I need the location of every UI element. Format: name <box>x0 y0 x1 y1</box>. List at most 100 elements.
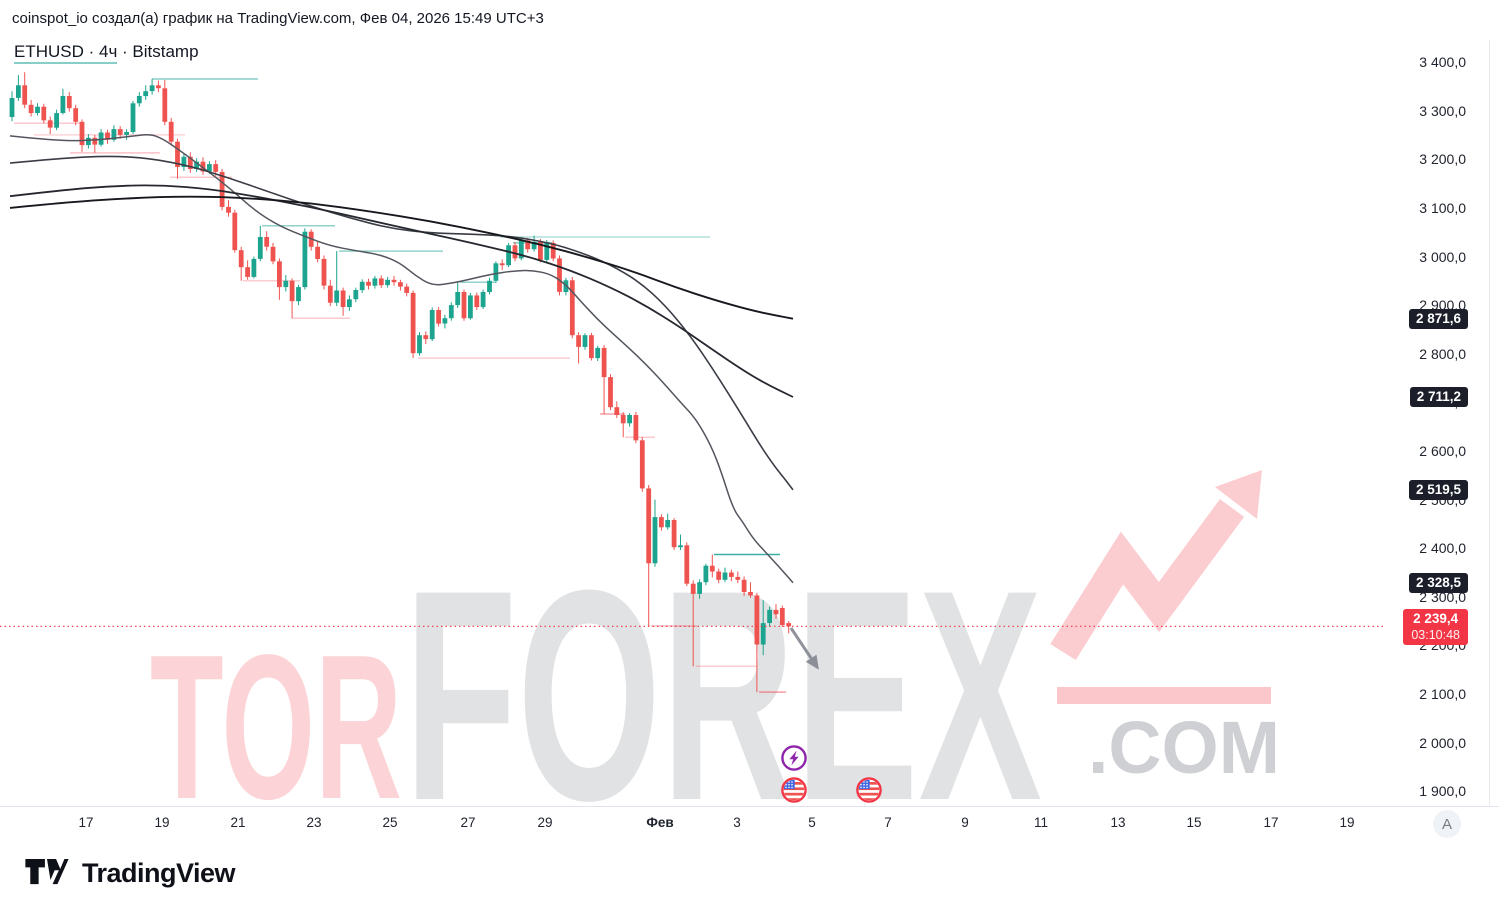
candle-body <box>79 121 85 146</box>
us-economic-event-icon[interactable] <box>779 775 809 805</box>
candle-body <box>518 240 524 259</box>
candle-body <box>359 281 365 291</box>
candle-body <box>468 295 473 319</box>
candle-body <box>73 108 79 122</box>
candle-body <box>474 295 480 308</box>
candle-body <box>703 565 709 583</box>
candle-body <box>35 106 40 113</box>
candle-body <box>334 290 340 303</box>
candle-body <box>461 292 467 319</box>
tradingview-logo[interactable]: TradingView <box>24 856 236 890</box>
projection-arrowhead <box>805 654 819 670</box>
candle-body <box>391 279 397 283</box>
candle-body <box>735 576 741 580</box>
candle-body <box>105 132 110 140</box>
time-axis[interactable]: 17 19 21 23 25 27 29 Фев 3 5 7 9 11 13 15 17 19 <box>0 806 1499 847</box>
candle-body <box>54 113 59 128</box>
candle-body <box>200 161 206 172</box>
candle-body <box>277 261 282 288</box>
candle-body <box>162 88 168 122</box>
candle-body <box>569 280 575 336</box>
price-chart-pane[interactable]: TOR FOREX .COM <box>0 0 1386 806</box>
candle-body <box>181 156 187 167</box>
ma-mid-line <box>9 155 794 491</box>
time-axis-label: 17 <box>78 815 94 830</box>
price-axis-label: 3 100,0 <box>1419 199 1466 216</box>
candle-body <box>98 132 104 145</box>
candle-body <box>754 595 760 645</box>
candle-body <box>480 292 486 308</box>
candle-body <box>608 377 613 408</box>
candle-body <box>779 608 785 625</box>
candle-body <box>722 572 728 580</box>
price-axis-label: 2 100,0 <box>1419 686 1466 703</box>
candle-body <box>207 164 212 172</box>
candle-body <box>639 440 645 489</box>
time-axis-label: 13 <box>1110 815 1126 830</box>
candle-body <box>378 278 384 286</box>
price-axis-label: 3 000,0 <box>1419 248 1466 265</box>
candle-body <box>289 280 295 302</box>
candle-body <box>506 245 511 266</box>
price-axis-label: 2 600,0 <box>1419 443 1466 459</box>
attribution-logo-button[interactable]: A <box>1433 810 1461 838</box>
candle-body <box>748 592 753 596</box>
last-price-badge: 2 239,4 03:10:48 <box>1403 609 1468 646</box>
candle-body <box>315 246 320 259</box>
candle-body <box>786 623 792 627</box>
time-axis-label: 19 <box>1339 815 1355 830</box>
ma-value-badge: 2 519,5 <box>1408 480 1468 501</box>
candle-body <box>589 335 594 359</box>
time-axis-label: 23 <box>306 815 322 830</box>
symbol-interval-label[interactable]: ETHUSD · 4ч <box>14 42 118 64</box>
candle-body <box>499 263 505 266</box>
candle-body <box>487 280 492 292</box>
ma-value-badge: 2 328,5 <box>1408 573 1468 593</box>
candle-body <box>690 583 696 594</box>
candle-body <box>576 335 581 347</box>
candle-body <box>398 282 403 287</box>
bar-countdown: 03:10:48 <box>1411 628 1460 643</box>
candle-body <box>601 347 607 378</box>
candles-layer <box>9 72 792 693</box>
us-economic-event-icon[interactable] <box>854 775 884 805</box>
candle-body <box>429 310 435 340</box>
ma-slow-line <box>9 184 794 398</box>
candle-body <box>620 415 626 424</box>
candle-body <box>302 231 308 288</box>
candle-body <box>283 280 289 288</box>
candle-body <box>111 129 117 140</box>
candle-body <box>582 335 588 347</box>
candle-body <box>697 582 702 594</box>
earnings-lightning-icon[interactable] <box>779 743 809 773</box>
candle-body <box>257 237 263 259</box>
candle-body <box>136 96 142 104</box>
candle-body <box>366 281 371 286</box>
candle-body <box>417 335 422 354</box>
price-axis[interactable]: 3 400,0 3 300,0 3 200,0 3 100,0 3 000,0 2 900… <box>1386 0 1499 806</box>
time-axis-label: 27 <box>460 815 476 830</box>
candle-body <box>684 545 690 584</box>
candle-body <box>512 245 518 259</box>
candle-body <box>423 335 429 340</box>
price-chart-canvas[interactable] <box>0 0 1386 806</box>
symbol-legend[interactable]: ETHUSD · 4ч · Bitstamp <box>14 42 199 64</box>
candle-body <box>729 572 734 577</box>
candle-body <box>92 137 98 145</box>
candle-body <box>9 98 15 117</box>
ma-fast-line <box>9 134 794 584</box>
ma-value-badge: 2 711,2 <box>1409 386 1468 407</box>
candle-body <box>245 267 250 277</box>
price-axis-label: 1 900,0 <box>1419 783 1466 800</box>
candle-body <box>595 347 601 359</box>
candle-body <box>16 85 21 98</box>
axis-edge-line <box>1489 40 1490 806</box>
price-axis-label: 3 300,0 <box>1419 102 1466 119</box>
candle-body <box>194 161 199 169</box>
ma-value-badge: 2 871,6 <box>1408 308 1468 329</box>
candle-body <box>550 242 556 259</box>
candle-body <box>773 609 779 615</box>
exchange-label: · Bitstamp <box>117 42 199 61</box>
candle-body <box>448 305 454 319</box>
